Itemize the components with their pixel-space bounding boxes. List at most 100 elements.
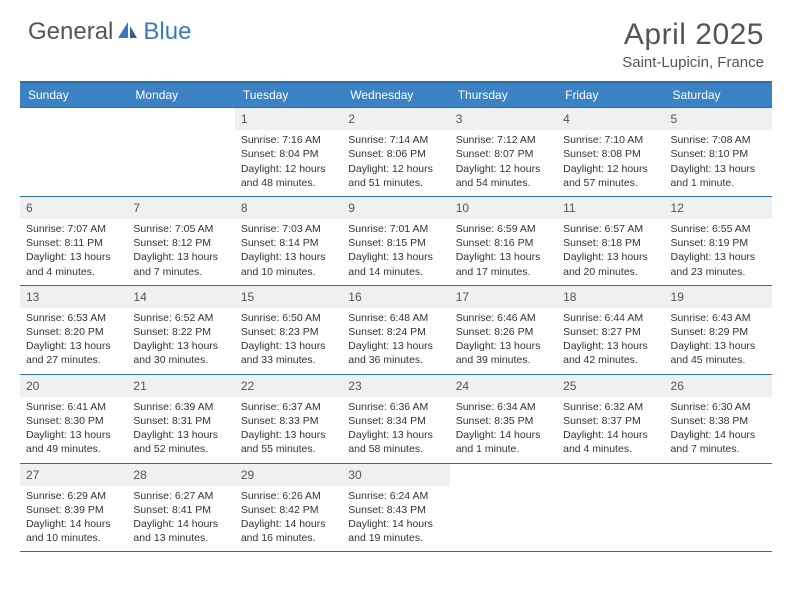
calendar-day: 26Sunrise: 6:30 AMSunset: 8:38 PMDayligh… bbox=[665, 375, 772, 463]
sunset-text: Sunset: 8:19 PM bbox=[671, 236, 766, 250]
day-number: 24 bbox=[450, 375, 557, 397]
day-number: 23 bbox=[342, 375, 449, 397]
day-number: 29 bbox=[235, 464, 342, 486]
day-number: 7 bbox=[127, 197, 234, 219]
day-number: 25 bbox=[557, 375, 664, 397]
day-number bbox=[127, 108, 234, 130]
sunset-text: Sunset: 8:42 PM bbox=[241, 503, 336, 517]
sunset-text: Sunset: 8:20 PM bbox=[26, 325, 121, 339]
sunset-text: Sunset: 8:04 PM bbox=[241, 147, 336, 161]
day-number: 15 bbox=[235, 286, 342, 308]
sunset-text: Sunset: 8:15 PM bbox=[348, 236, 443, 250]
daylight-text: Daylight: 13 hours and 23 minutes. bbox=[671, 250, 766, 278]
day-body: Sunrise: 6:59 AMSunset: 8:16 PMDaylight:… bbox=[450, 219, 557, 285]
logo-text-blue: Blue bbox=[143, 18, 191, 46]
sunset-text: Sunset: 8:34 PM bbox=[348, 414, 443, 428]
day-body: Sunrise: 6:26 AMSunset: 8:42 PMDaylight:… bbox=[235, 486, 342, 552]
sunset-text: Sunset: 8:41 PM bbox=[133, 503, 228, 517]
daylight-text: Daylight: 13 hours and 39 minutes. bbox=[456, 339, 551, 367]
calendar-day: 17Sunrise: 6:46 AMSunset: 8:26 PMDayligh… bbox=[450, 286, 557, 374]
day-body: Sunrise: 7:03 AMSunset: 8:14 PMDaylight:… bbox=[235, 219, 342, 285]
weekday-header: Thursday bbox=[450, 83, 557, 107]
calendar-day: 27Sunrise: 6:29 AMSunset: 8:39 PMDayligh… bbox=[20, 464, 127, 552]
sunset-text: Sunset: 8:31 PM bbox=[133, 414, 228, 428]
sunrise-text: Sunrise: 7:01 AM bbox=[348, 222, 443, 236]
day-body: Sunrise: 6:24 AMSunset: 8:43 PMDaylight:… bbox=[342, 486, 449, 552]
day-body: Sunrise: 6:29 AMSunset: 8:39 PMDaylight:… bbox=[20, 486, 127, 552]
calendar-day: 18Sunrise: 6:44 AMSunset: 8:27 PMDayligh… bbox=[557, 286, 664, 374]
sunrise-text: Sunrise: 7:03 AM bbox=[241, 222, 336, 236]
day-number: 14 bbox=[127, 286, 234, 308]
day-body: Sunrise: 6:27 AMSunset: 8:41 PMDaylight:… bbox=[127, 486, 234, 552]
daylight-text: Daylight: 13 hours and 52 minutes. bbox=[133, 428, 228, 456]
daylight-text: Daylight: 13 hours and 55 minutes. bbox=[241, 428, 336, 456]
day-number: 13 bbox=[20, 286, 127, 308]
daylight-text: Daylight: 13 hours and 33 minutes. bbox=[241, 339, 336, 367]
day-body: Sunrise: 6:48 AMSunset: 8:24 PMDaylight:… bbox=[342, 308, 449, 374]
calendar-day: 12Sunrise: 6:55 AMSunset: 8:19 PMDayligh… bbox=[665, 197, 772, 285]
calendar-day-empty bbox=[665, 464, 772, 552]
sunrise-text: Sunrise: 6:26 AM bbox=[241, 489, 336, 503]
sunset-text: Sunset: 8:11 PM bbox=[26, 236, 121, 250]
daylight-text: Daylight: 13 hours and 49 minutes. bbox=[26, 428, 121, 456]
daylight-text: Daylight: 14 hours and 10 minutes. bbox=[26, 517, 121, 545]
calendar-day: 16Sunrise: 6:48 AMSunset: 8:24 PMDayligh… bbox=[342, 286, 449, 374]
day-body: Sunrise: 7:08 AMSunset: 8:10 PMDaylight:… bbox=[665, 130, 772, 196]
day-number: 28 bbox=[127, 464, 234, 486]
calendar-day: 6Sunrise: 7:07 AMSunset: 8:11 PMDaylight… bbox=[20, 197, 127, 285]
daylight-text: Daylight: 12 hours and 51 minutes. bbox=[348, 162, 443, 190]
calendar-day: 13Sunrise: 6:53 AMSunset: 8:20 PMDayligh… bbox=[20, 286, 127, 374]
daylight-text: Daylight: 13 hours and 58 minutes. bbox=[348, 428, 443, 456]
sunrise-text: Sunrise: 6:24 AM bbox=[348, 489, 443, 503]
day-body: Sunrise: 6:55 AMSunset: 8:19 PMDaylight:… bbox=[665, 219, 772, 285]
sunset-text: Sunset: 8:39 PM bbox=[26, 503, 121, 517]
day-number: 27 bbox=[20, 464, 127, 486]
calendar-day: 21Sunrise: 6:39 AMSunset: 8:31 PMDayligh… bbox=[127, 375, 234, 463]
sunset-text: Sunset: 8:43 PM bbox=[348, 503, 443, 517]
calendar-bottom-border bbox=[20, 551, 772, 552]
day-body: Sunrise: 6:36 AMSunset: 8:34 PMDaylight:… bbox=[342, 397, 449, 463]
daylight-text: Daylight: 14 hours and 13 minutes. bbox=[133, 517, 228, 545]
sunrise-text: Sunrise: 6:32 AM bbox=[563, 400, 658, 414]
calendar-week: 20Sunrise: 6:41 AMSunset: 8:30 PMDayligh… bbox=[20, 374, 772, 463]
sunrise-text: Sunrise: 7:16 AM bbox=[241, 133, 336, 147]
sunrise-text: Sunrise: 6:30 AM bbox=[671, 400, 766, 414]
daylight-text: Daylight: 14 hours and 16 minutes. bbox=[241, 517, 336, 545]
sunset-text: Sunset: 8:38 PM bbox=[671, 414, 766, 428]
daylight-text: Daylight: 13 hours and 7 minutes. bbox=[133, 250, 228, 278]
day-number bbox=[557, 464, 664, 486]
calendar-day: 5Sunrise: 7:08 AMSunset: 8:10 PMDaylight… bbox=[665, 108, 772, 196]
day-body: Sunrise: 6:46 AMSunset: 8:26 PMDaylight:… bbox=[450, 308, 557, 374]
weekday-header: Tuesday bbox=[235, 83, 342, 107]
calendar-day-empty bbox=[127, 108, 234, 196]
daylight-text: Daylight: 12 hours and 48 minutes. bbox=[241, 162, 336, 190]
sunrise-text: Sunrise: 6:36 AM bbox=[348, 400, 443, 414]
daylight-text: Daylight: 13 hours and 10 minutes. bbox=[241, 250, 336, 278]
calendar-day: 20Sunrise: 6:41 AMSunset: 8:30 PMDayligh… bbox=[20, 375, 127, 463]
day-body: Sunrise: 7:01 AMSunset: 8:15 PMDaylight:… bbox=[342, 219, 449, 285]
day-body: Sunrise: 7:10 AMSunset: 8:08 PMDaylight:… bbox=[557, 130, 664, 196]
day-body: Sunrise: 7:16 AMSunset: 8:04 PMDaylight:… bbox=[235, 130, 342, 196]
calendar-day: 14Sunrise: 6:52 AMSunset: 8:22 PMDayligh… bbox=[127, 286, 234, 374]
day-number: 17 bbox=[450, 286, 557, 308]
day-number: 30 bbox=[342, 464, 449, 486]
logo: General Blue bbox=[28, 18, 191, 46]
sunrise-text: Sunrise: 7:08 AM bbox=[671, 133, 766, 147]
daylight-text: Daylight: 14 hours and 1 minute. bbox=[456, 428, 551, 456]
daylight-text: Daylight: 12 hours and 57 minutes. bbox=[563, 162, 658, 190]
daylight-text: Daylight: 13 hours and 42 minutes. bbox=[563, 339, 658, 367]
day-body: Sunrise: 6:34 AMSunset: 8:35 PMDaylight:… bbox=[450, 397, 557, 463]
day-body: Sunrise: 6:57 AMSunset: 8:18 PMDaylight:… bbox=[557, 219, 664, 285]
sunset-text: Sunset: 8:24 PM bbox=[348, 325, 443, 339]
day-body: Sunrise: 6:32 AMSunset: 8:37 PMDaylight:… bbox=[557, 397, 664, 463]
logo-text-general: General bbox=[28, 18, 113, 46]
sunrise-text: Sunrise: 7:12 AM bbox=[456, 133, 551, 147]
calendar-day-empty bbox=[450, 464, 557, 552]
day-number: 26 bbox=[665, 375, 772, 397]
sunrise-text: Sunrise: 6:50 AM bbox=[241, 311, 336, 325]
daylight-text: Daylight: 13 hours and 36 minutes. bbox=[348, 339, 443, 367]
day-body: Sunrise: 6:43 AMSunset: 8:29 PMDaylight:… bbox=[665, 308, 772, 374]
day-number: 11 bbox=[557, 197, 664, 219]
day-number: 21 bbox=[127, 375, 234, 397]
day-number: 1 bbox=[235, 108, 342, 130]
